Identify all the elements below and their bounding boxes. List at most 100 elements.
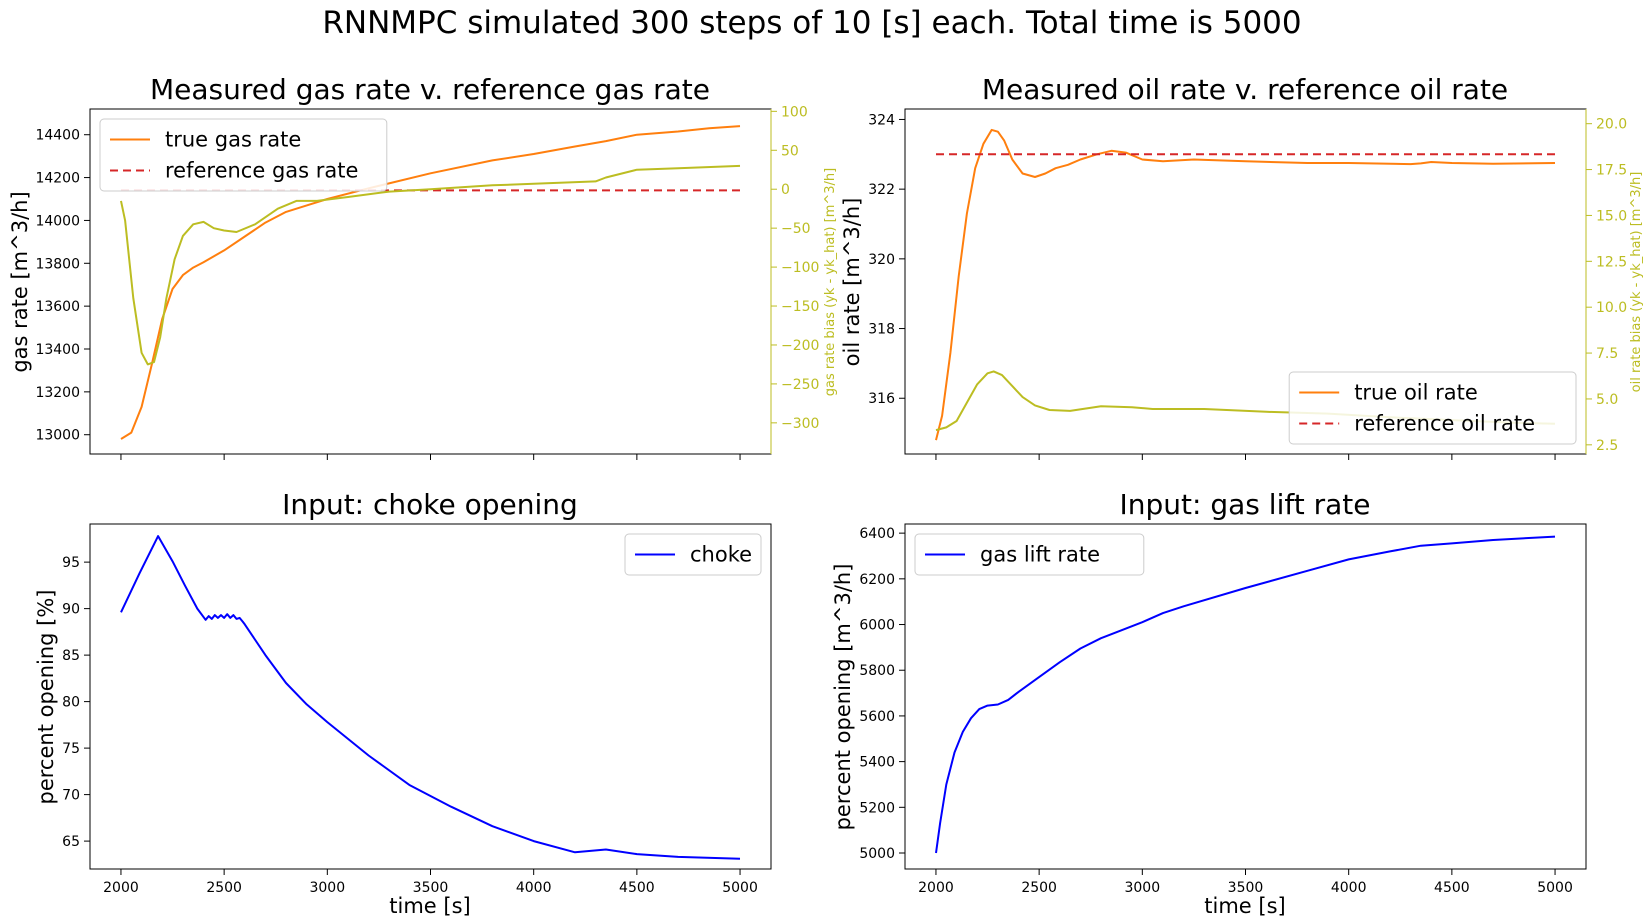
gaslift-x-tick-label: 2000	[918, 880, 954, 896]
gas-panel-title: Measured gas rate v. reference gas rate	[150, 73, 710, 106]
gas-y2-tick-label: −250	[781, 377, 819, 393]
choke-y-tick-label: 70	[62, 788, 80, 804]
gas-y-tick-label: 13000	[35, 428, 80, 444]
gas-series-2	[120, 164, 741, 366]
gaslift-legend: gas lift rate	[914, 533, 1145, 576]
gas-y2-tick-label: 0	[781, 182, 790, 198]
choke-panel-title: Input: choke opening	[282, 488, 578, 521]
gaslift-y-tick-label: 5600	[859, 709, 895, 725]
oil-y-tick-label: 316	[868, 391, 895, 407]
gaslift-legend-label: gas lift rate	[980, 543, 1100, 567]
choke-x-tick-label: 4000	[516, 880, 552, 896]
gaslift-x-tick-label: 2500	[1021, 880, 1057, 896]
oil-series-0	[935, 128, 1556, 441]
oil-y-axis-label: oil rate [m^3/h]	[840, 198, 864, 367]
gaslift-plot: 2000 2500 3000 3500 4000 4500 5000 5000 5200 5400…	[859, 523, 1587, 896]
oil-y2-tick-label: 12.5	[1596, 254, 1627, 270]
oil-y2-tick-label: 17.5	[1596, 163, 1627, 179]
choke-legend-box	[624, 533, 762, 576]
gaslift-series-0	[935, 535, 1556, 854]
gaslift-x-tick-label: 3500	[1228, 880, 1264, 896]
gas-y2-tick-label: −150	[781, 299, 819, 315]
panel-choke-opening: Input: choke opening percent opening [%]…	[34, 488, 772, 918]
choke-axes-frame	[89, 523, 772, 870]
gaslift-x-tick-label: 3000	[1124, 880, 1160, 896]
gaslift-x-tick-label: 4500	[1434, 880, 1470, 896]
choke-y-tick-label: 80	[62, 695, 80, 711]
gaslift-x-tick-label: 4000	[1331, 880, 1367, 896]
gaslift-y-axis-label: percent opening [m^3/h]	[831, 564, 855, 831]
oil-y-tick-label: 318	[868, 322, 895, 338]
gas-legend-label: reference gas rate	[165, 159, 358, 183]
gas-y-tick-label: 13600	[35, 299, 80, 315]
gaslift-y-tick-label: 5000	[859, 846, 895, 862]
oil-y2-tick-label: 15.0	[1596, 208, 1627, 224]
gaslift-y-tick-label: 5200	[859, 800, 895, 816]
gas-y-tick-label: 13800	[35, 256, 80, 272]
choke-x-tick-label: 2000	[103, 880, 139, 896]
choke-y-tick-label: 85	[62, 648, 80, 664]
gaslift-y-tick-label: 6200	[859, 572, 895, 588]
choke-y-tick-label: 95	[62, 555, 80, 571]
choke-x-tick-label: 2500	[206, 880, 242, 896]
oil-y2-tick-label: 10.0	[1596, 300, 1627, 316]
panel-oil-rate: Measured oil rate v. reference oil rate …	[840, 73, 1644, 460]
gas-y2-tick-label: −200	[781, 338, 819, 354]
gaslift-y-tick-label: 6400	[859, 526, 895, 542]
gas-y-axis-label: gas rate [m^3/h]	[8, 191, 32, 372]
gaslift-x-axis-label: time [s]	[1204, 894, 1285, 918]
choke-y-tick-label: 75	[62, 741, 80, 757]
oil-y-tick-label: 322	[868, 182, 895, 198]
gas-y2-axis-label: gas rate bias (yk - yk_hat) [m^3/h]	[823, 168, 838, 396]
oil-y2-tick-label: 2.5	[1596, 438, 1618, 454]
gas-y-tick-label: 14400	[35, 128, 80, 144]
gaslift-y-tick-label: 5400	[859, 755, 895, 771]
gas-y-tick-label: 14000	[35, 213, 80, 229]
gaslift-legend-box	[914, 533, 1145, 576]
choke-x-tick-label: 3000	[309, 880, 345, 896]
panel-gas-rate: Measured gas rate v. reference gas rate …	[8, 73, 838, 460]
gas-y2-tick-label: −100	[781, 260, 819, 276]
choke-x-axis-label: time [s]	[389, 894, 470, 918]
gas-y2-tick-label: −300	[781, 416, 819, 432]
oil-legend-box	[1288, 371, 1577, 445]
gas-y2-tick-label: 100	[781, 104, 808, 120]
oil-y-tick-label: 324	[868, 112, 895, 128]
gas-legend-label: true gas rate	[165, 128, 301, 152]
choke-x-tick-label: 5000	[722, 880, 758, 896]
gaslift-axes-frame	[904, 523, 1587, 870]
gaslift-y-tick-label: 6000	[859, 618, 895, 634]
choke-y-axis-label: percent opening [%]	[34, 589, 58, 804]
figure-suptitle: RNNMPC simulated 300 steps of 10 [s] eac…	[322, 5, 1301, 41]
choke-y-tick-label: 65	[62, 834, 80, 850]
panel-gas-lift-rate: Input: gas lift rate percent opening [m^…	[831, 488, 1587, 918]
choke-x-tick-label: 4500	[619, 880, 655, 896]
oil-panel-title: Measured oil rate v. reference oil rate	[982, 73, 1508, 106]
choke-y-tick-label: 90	[62, 602, 80, 618]
gas-legend: true gas rate reference gas rate	[99, 118, 388, 192]
choke-legend: choke	[624, 533, 762, 576]
gas-legend-box	[99, 118, 388, 192]
oil-plot: 316 318 320 322 324 2.5 5.0 7.5 10.0 12.5 15.0 17.5…	[868, 108, 1627, 460]
oil-y2-tick-label: 20.0	[1596, 117, 1627, 133]
oil-legend-label: reference oil rate	[1354, 412, 1535, 436]
gas-plot: 13000 13200 13400 13600 13800 14000 14200 14400…	[35, 104, 819, 460]
gas-y2-tick-label: 50	[781, 143, 799, 159]
choke-plot: 2000 2500 3000 3500 4000 4500 5000 65 70 75 80 85 90…	[62, 523, 772, 896]
oil-y2-axis-label: oil rate bias (yk - yk_hat) [m^3/h]	[1629, 172, 1644, 393]
gas-y-tick-label: 13200	[35, 385, 80, 401]
oil-y2-tick-label: 5.0	[1596, 392, 1618, 408]
gas-y-tick-label: 13400	[35, 342, 80, 358]
gaslift-y-tick-label: 5800	[859, 663, 895, 679]
oil-y-tick-label: 320	[868, 252, 895, 268]
choke-legend-label: choke	[690, 543, 752, 567]
gas-y-tick-label: 14200	[35, 171, 80, 187]
gas-y2-tick-label: −50	[781, 221, 811, 237]
choke-x-tick-label: 3500	[413, 880, 449, 896]
oil-y2-tick-label: 7.5	[1596, 346, 1618, 362]
gaslift-panel-title: Input: gas lift rate	[1120, 488, 1371, 521]
oil-legend-label: true oil rate	[1354, 381, 1478, 405]
oil-legend: true oil rate reference oil rate	[1288, 371, 1577, 445]
choke-series-0	[120, 535, 741, 860]
